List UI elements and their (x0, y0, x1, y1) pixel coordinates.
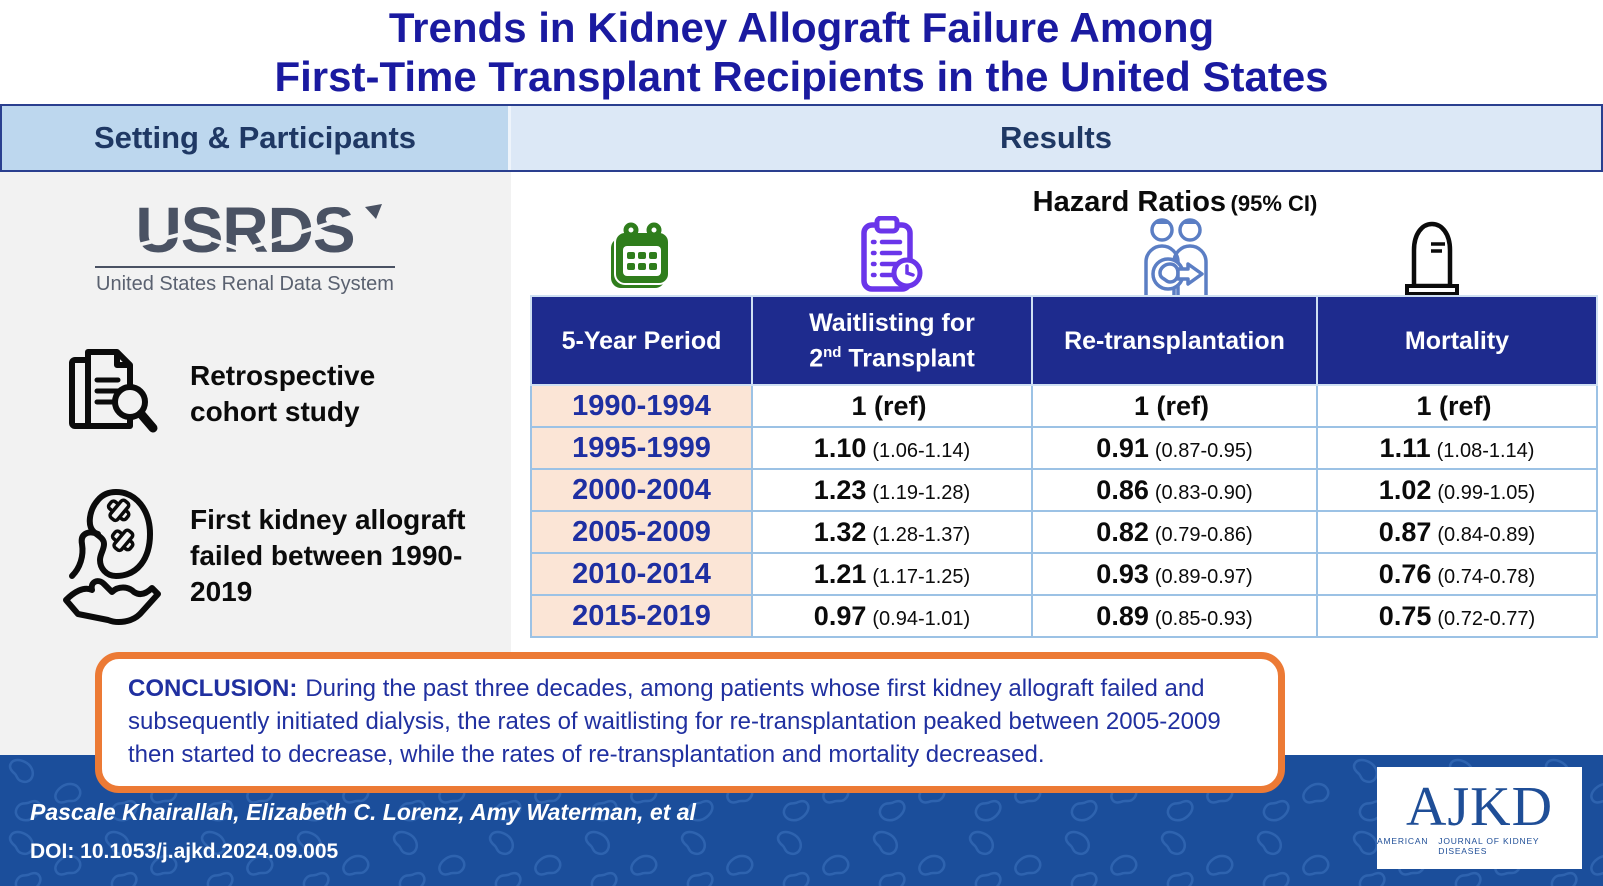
retransplant-people-icon (1144, 218, 1208, 296)
mortality-cell: 1.11 (1.08-1.14) (1316, 426, 1598, 470)
authors-line: Pascale Khairallah, Elizabeth C. Lorenz,… (30, 799, 696, 825)
mortality-cell: 0.75 (0.72-0.77) (1316, 594, 1598, 638)
col-header-mortality: Mortality (1316, 295, 1598, 386)
mortality-cell: 1.02 (0.99-1.05) (1316, 468, 1598, 512)
col-header-period: 5-Year Period (530, 295, 753, 386)
period-cell: 2015-2019 (530, 594, 753, 638)
section-header-setting: Setting & Participants (2, 106, 511, 170)
conclusion-text: During the past three decades, among pat… (128, 675, 1221, 768)
setting-item-population: First kidney allograft failed between 19… (190, 504, 466, 607)
period-cell: 2010-2014 (530, 552, 753, 596)
table-row: 2005-2009 1.32 (1.28-1.37) 0.82 (0.79-0.86… (530, 510, 1598, 554)
table-row: 2015-2019 0.97 (0.94-1.01) 0.89 (0.85-0.93… (530, 594, 1598, 638)
waitlisting-cell: 1.23 (1.19-1.28) (751, 468, 1033, 512)
clipboard-clock-icon (861, 216, 923, 292)
conclusion-box: CONCLUSION: During the past three decades… (95, 652, 1285, 793)
ajkd-logo: AJKD AMERICAN JOURNAL OF KIDNEY DISEASES (1377, 767, 1582, 869)
retransplantation-cell: 0.86 (0.83-0.90) (1031, 468, 1318, 512)
hazard-ratios-table: 5-Year Period Waitlisting for 2nd Transpl… (530, 295, 1598, 638)
col-header-waitlisting: Waitlisting for 2nd Transplant (751, 295, 1033, 386)
tombstone-icon (1405, 221, 1459, 296)
waitlisting-cell: 0.97 (0.94-1.01) (751, 594, 1033, 638)
ajkd-subtitle: AMERICAN JOURNAL OF KIDNEY DISEASES (1377, 836, 1540, 856)
section-header-results: Results (511, 106, 1601, 170)
hazard-ratios-ci-note: (95% CI) (1230, 191, 1318, 216)
results-header-label: Results (1000, 120, 1112, 155)
setting-item-study-design: Retrospective cohort study (190, 360, 376, 427)
usrds-full-name: United States Renal Data System (96, 273, 394, 295)
setting-header-label: Setting & Participants (93, 120, 417, 155)
period-cell: 1990-1994 (530, 384, 753, 428)
table-row: 2000-2004 1.23 (1.19-1.28) 0.86 (0.83-0.90… (530, 468, 1598, 512)
col-header-retransplantation: Re-transplantation (1031, 295, 1318, 386)
page-title-line2: First-Time Transplant Recipients in the … (274, 53, 1329, 100)
usrds-acronym: USRDS (135, 194, 355, 266)
mortality-cell: 1 (ref) (1316, 384, 1598, 428)
waitlisting-cell: 1 (ref) (751, 384, 1033, 428)
footer: Pascale Khairallah, Elizabeth C. Lorenz,… (0, 755, 1603, 886)
hazard-ratios-heading: Hazard Ratios (95% CI) (725, 186, 1603, 219)
period-cell: 2005-2009 (530, 510, 753, 554)
retransplantation-cell: 0.93 (0.89-0.97) (1031, 552, 1318, 596)
doi-line: DOI: 10.1053/j.ajkd.2024.09.005 (30, 840, 339, 863)
period-cell: 1995-1999 (530, 426, 753, 470)
usrds-underline (95, 266, 395, 268)
waitlisting-cell: 1.10 (1.06-1.14) (751, 426, 1033, 470)
page-title-line1: Trends in Kidney Allograft Failure Among (388, 4, 1215, 51)
table-row: 1995-1999 1.10 (1.06-1.14) 0.91 (0.87-0.95… (530, 426, 1598, 470)
page-title: Trends in Kidney Allograft Failure Among… (0, 0, 1603, 104)
conclusion-label: CONCLUSION: (128, 675, 298, 702)
retransplantation-cell: 0.91 (0.87-0.95) (1031, 426, 1318, 470)
ajkd-acronym: AJKD (1405, 776, 1554, 838)
hazard-ratios-title: Hazard Ratios (1032, 186, 1227, 218)
retransplantation-cell: 1 (ref) (1031, 384, 1318, 428)
kidney-hand-icon (63, 489, 161, 625)
table-header-row: 5-Year Period Waitlisting for 2nd Transpl… (530, 295, 1598, 386)
usrds-logo: USRDS United States Renal Data System (93, 194, 395, 296)
document-magnifier-icon (69, 349, 158, 433)
period-cell: 2000-2004 (530, 468, 753, 512)
mortality-cell: 0.76 (0.74-0.78) (1316, 552, 1598, 596)
calendar-icon (611, 222, 670, 288)
table-row: 1990-1994 1 (ref) 1 (ref) 1 (ref) (530, 384, 1598, 428)
retransplantation-cell: 0.82 (0.79-0.86) (1031, 510, 1318, 554)
mortality-cell: 0.87 (0.84-0.89) (1316, 510, 1598, 554)
table-row: 2010-2014 1.21 (1.17-1.25) 0.93 (0.89-0.97… (530, 552, 1598, 596)
waitlisting-cell: 1.21 (1.17-1.25) (751, 552, 1033, 596)
retransplantation-cell: 0.89 (0.85-0.93) (1031, 594, 1318, 638)
waitlisting-cell: 1.32 (1.28-1.37) (751, 510, 1033, 554)
section-header-band: Setting & Participants Results (0, 104, 1603, 172)
